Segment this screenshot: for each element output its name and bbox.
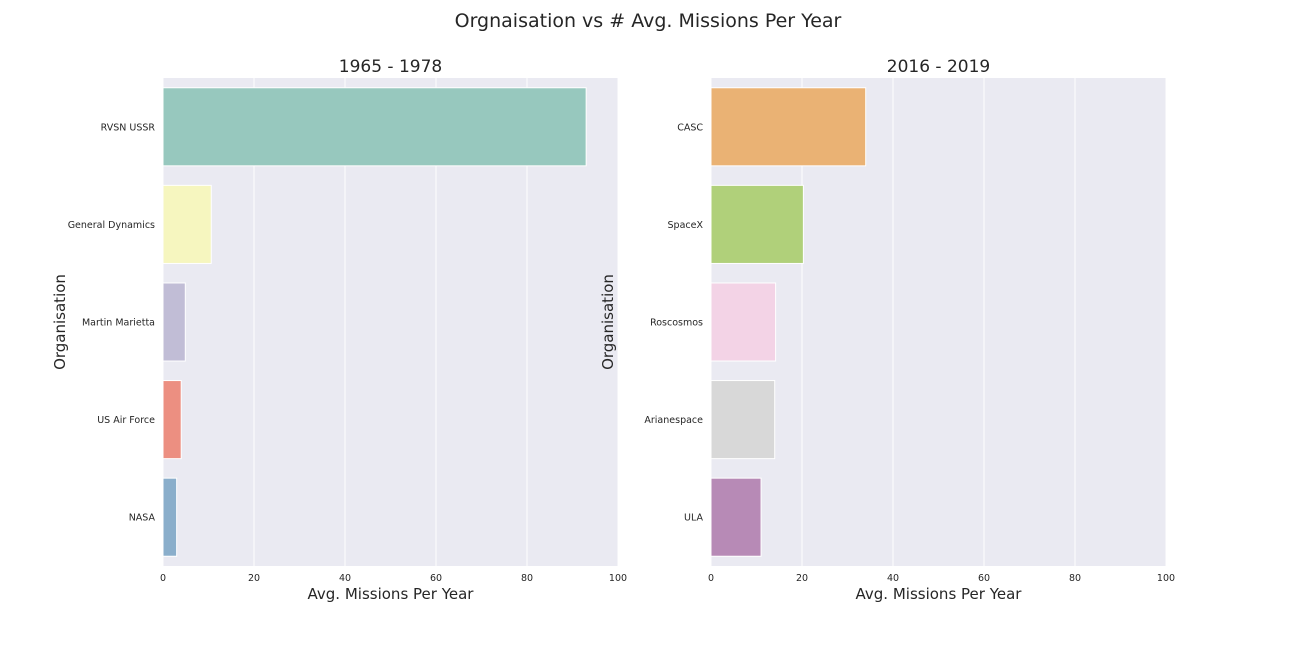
- right-category-label: Arianespace: [644, 415, 703, 426]
- right-x-tick-label: 40: [887, 573, 899, 584]
- left-panel-title: 1965 - 1978: [339, 57, 442, 77]
- left-x-tick-label: 20: [248, 573, 260, 584]
- right-bar-arianespace: [710, 380, 776, 460]
- left-x-tick-label: 40: [339, 573, 351, 584]
- left-category-label: Martin Marietta: [82, 318, 155, 329]
- left-x-axis-title: Avg. Missions Per Year: [308, 585, 475, 603]
- left-category-label: RVSN USSR: [101, 122, 156, 133]
- right-x-tick-label: 80: [1069, 573, 1081, 584]
- left-y-axis-title: Organisation: [51, 274, 69, 370]
- left-x-tick-label: 100: [609, 573, 627, 584]
- right-y-axis-title: Organisation: [599, 274, 617, 370]
- left-panel: RVSN USSR General Dynamics Martin Marietta…: [51, 57, 627, 603]
- left-x-tick-label: 60: [430, 573, 442, 584]
- right-panel: CASC SpaceX Roscosmos Arianespace ULA 0 20 40 60…: [599, 57, 1175, 603]
- left-x-tick-label: 0: [160, 573, 166, 584]
- right-category-label: SpaceX: [668, 220, 704, 231]
- left-category-label: US Air Force: [97, 415, 155, 426]
- right-bar-casc: [710, 87, 867, 167]
- right-panel-title: 2016 - 2019: [887, 57, 990, 77]
- right-x-tick-label: 20: [796, 573, 808, 584]
- left-bar-nasa: [162, 477, 178, 557]
- right-x-tick-label: 100: [1157, 573, 1175, 584]
- left-bar-martin-marietta: [162, 282, 186, 362]
- left-category-label: NASA: [129, 513, 156, 524]
- right-x-axis-title: Avg. Missions Per Year: [856, 585, 1023, 603]
- left-bar-general-dynamics: [162, 184, 212, 264]
- left-bar-us-air-force: [162, 380, 182, 460]
- right-category-label: Roscosmos: [650, 318, 703, 329]
- right-bar-spacex: [710, 184, 804, 264]
- right-x-tick-label: 60: [978, 573, 990, 584]
- right-category-label: CASC: [677, 122, 703, 133]
- left-x-tick-label: 80: [521, 573, 533, 584]
- figure-title: Orgnaisation vs # Avg. Missions Per Year: [454, 10, 842, 32]
- right-x-tick-label: 0: [708, 573, 714, 584]
- right-bar-roscosmos: [710, 282, 777, 362]
- left-bar-rvsn-ussr: [162, 87, 587, 167]
- right-category-label: ULA: [684, 513, 703, 524]
- right-bar-ula: [710, 477, 762, 557]
- left-category-label: General Dynamics: [68, 220, 155, 231]
